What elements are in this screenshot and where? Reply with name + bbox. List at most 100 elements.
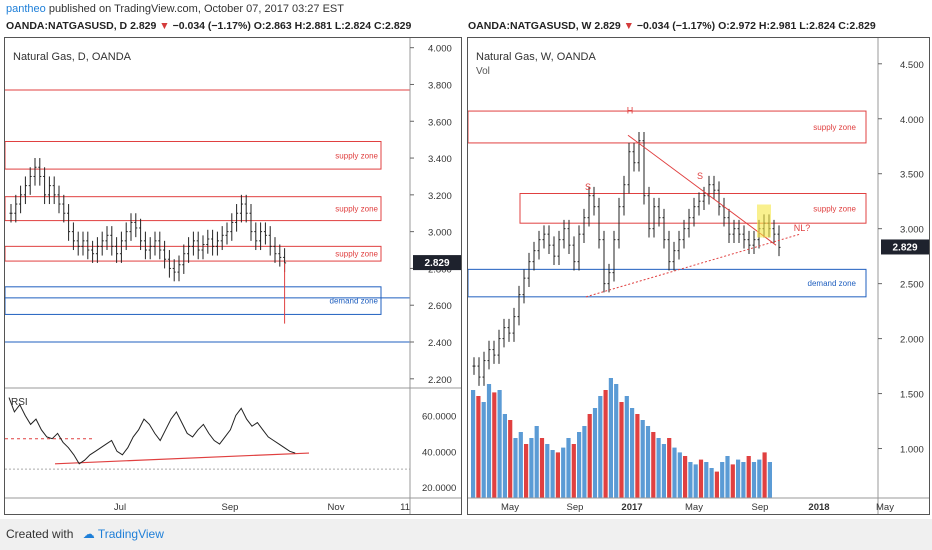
zone-label: supply zone [335, 250, 378, 259]
y-tick-label: 4.000 [428, 44, 452, 55]
volume-bar [677, 452, 682, 498]
supply-zone-box [467, 110, 867, 144]
tradingview-logo-icon: ☁ [82, 527, 95, 541]
volume-bar [508, 420, 513, 498]
last-price: 2.829 [594, 20, 621, 32]
chart-title: Natural Gas, W, OANDA [476, 51, 596, 63]
volume-bar [635, 414, 640, 498]
volume-bar [688, 462, 693, 498]
chart-annotation: S [697, 171, 703, 181]
x-tick-label: 2017 [621, 502, 642, 513]
supply-zone-box [519, 193, 867, 224]
price-change: −0.034 (−1.17%) [172, 20, 251, 32]
volume-bar [672, 447, 677, 498]
neckline [585, 233, 801, 298]
volume-bar [592, 408, 598, 498]
volume-bar [762, 452, 767, 498]
x-tick-label: Sep [752, 502, 769, 513]
price-change: −0.034 (−1.17%) [636, 20, 716, 32]
volume-bar [614, 384, 619, 498]
volume-bar [730, 464, 735, 498]
x-tick-label: Nov [328, 502, 345, 513]
volume-bar [598, 396, 603, 498]
left-symbol-bar: OANDA:NATGASUSD, D 2.829 ▼ −0.034 (−1.17… [6, 18, 411, 34]
trend-line [627, 134, 777, 246]
volume-bar [513, 438, 518, 498]
weekly-chart-panel[interactable]: supply zone supply zone demand zone H S S NL?… [467, 37, 930, 515]
last-price-badge [413, 255, 461, 271]
volume-bar [725, 456, 730, 498]
publish-info: published on TradingView.com, October 07… [48, 3, 344, 15]
daily-chart-svg[interactable]: supply zone supply zone supply zone demand … [4, 38, 461, 514]
volume-bar [524, 444, 529, 498]
publish-header: pantheo published on TradingView.com, Oc… [0, 0, 932, 18]
zone-label: supply zone [813, 123, 856, 132]
volume-bar [640, 420, 645, 498]
zone-label: supply zone [335, 151, 378, 160]
volume-bar [751, 462, 757, 498]
y-tick-label: 3.200 [428, 191, 452, 202]
volume-bar [603, 390, 608, 498]
volume-bar [539, 438, 545, 498]
ohlc-values: O:2.972 H:2.981 L:2.824 C:2.829 [718, 20, 876, 32]
chart-annotation: S [585, 182, 591, 192]
y-tick-label: 4.000 [900, 115, 924, 126]
volume-bar [577, 432, 582, 498]
last-price-value: 2.829 [892, 242, 917, 253]
volume-bar [587, 414, 592, 498]
rsi-tick-label: 20.0000 [422, 483, 456, 494]
ohlc-values: O:2.863 H:2.881 L:2.824 C:2.829 [253, 20, 412, 32]
down-arrow-icon: ▼ [623, 20, 634, 32]
volume-bar [736, 459, 741, 498]
x-tick-label: May [876, 502, 894, 513]
daily-chart-panel[interactable]: supply zone supply zone supply zone demand … [4, 37, 462, 515]
y-tick-label: 2.400 [428, 338, 452, 349]
symbol-name: OANDA:NATGASUSD, D [6, 20, 128, 32]
volume-bar [502, 414, 507, 498]
volume-bar [645, 426, 651, 498]
volume-bar [534, 426, 539, 498]
x-tick-label: May [685, 502, 703, 513]
username[interactable]: pantheo [6, 3, 46, 15]
y-tick-label: 4.500 [900, 60, 924, 71]
volume-bar [471, 390, 476, 498]
y-tick-label: 3.500 [900, 170, 924, 181]
volume-bar [661, 444, 666, 498]
y-tick-label: 2.500 [900, 280, 924, 291]
zone-label: demand zone [808, 279, 857, 288]
volume-bar [492, 392, 497, 498]
volume-bar [582, 426, 587, 498]
volume-bar [683, 456, 688, 498]
volume-bar [667, 438, 672, 498]
volume-bar [630, 408, 635, 498]
volume-label: Vol [476, 66, 490, 77]
volume-bar [486, 384, 492, 498]
weekly-chart-svg[interactable]: supply zone supply zone demand zone H S S NL?… [467, 38, 929, 514]
demand-zone-box [4, 286, 382, 315]
volume-bar [571, 444, 576, 498]
zone-label: supply zone [813, 204, 856, 213]
volume-bar [746, 456, 751, 498]
volume-bar [704, 462, 709, 498]
volume-bar [624, 396, 629, 498]
volume-bar [767, 462, 772, 498]
tradingview-link[interactable]: TradingView [97, 527, 164, 541]
volume-bar [566, 438, 571, 498]
volume-bar [709, 468, 714, 498]
chart-annotation: NL? [794, 223, 811, 233]
zone-label: supply zone [335, 205, 378, 214]
volume-bar [757, 459, 762, 498]
chart-title: Natural Gas, D, OANDA [13, 51, 132, 63]
y-tick-label: 3.800 [428, 80, 452, 91]
symbol-name: OANDA:NATGASUSD, W [468, 20, 592, 32]
volume-bar [714, 471, 719, 498]
y-tick-label: 3.000 [428, 228, 452, 239]
zone-label: demand zone [330, 297, 379, 306]
volume-bar [529, 438, 534, 498]
y-tick-label: 2.600 [428, 301, 452, 312]
y-tick-label: 3.000 [900, 225, 924, 236]
volume-bar [555, 452, 560, 498]
volume-bar [497, 390, 502, 498]
created-with-label: Created with [6, 527, 74, 541]
volume-bar [545, 444, 550, 498]
